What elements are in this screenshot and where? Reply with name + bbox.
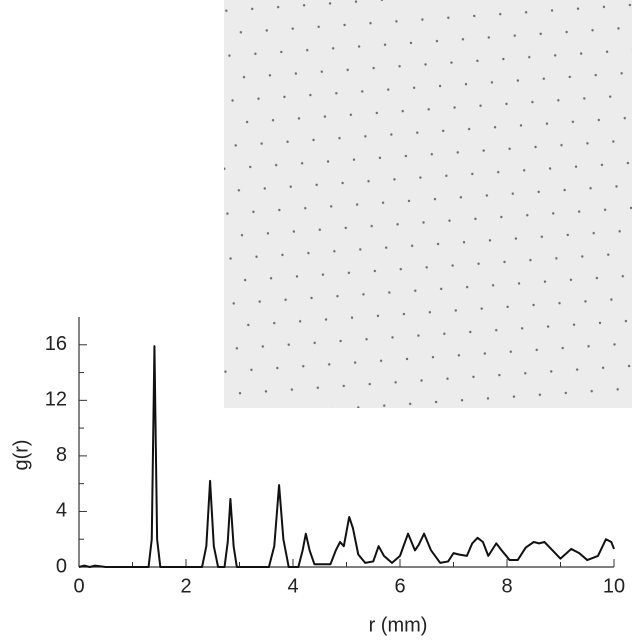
x-tick-label: 10 — [603, 575, 625, 597]
x-axis-title: r (mm) — [369, 614, 428, 636]
y-axis-title: g(r) — [10, 439, 32, 470]
inset-image — [224, 0, 632, 408]
x-tick-label: 6 — [394, 575, 405, 597]
x-tick-label: 0 — [73, 575, 84, 597]
y-tick-label: 0 — [56, 555, 67, 577]
y-tick-label: 8 — [56, 444, 67, 466]
x-tick-label: 4 — [287, 575, 298, 597]
inset-dots — [224, 0, 632, 408]
y-tick-label: 4 — [56, 500, 67, 522]
x-tick-label: 2 — [180, 575, 191, 597]
g-r-curve — [78, 345, 615, 568]
y-tick-label: 12 — [45, 389, 67, 411]
x-tick-label: 8 — [501, 575, 512, 597]
y-tick-label: 16 — [45, 333, 67, 355]
